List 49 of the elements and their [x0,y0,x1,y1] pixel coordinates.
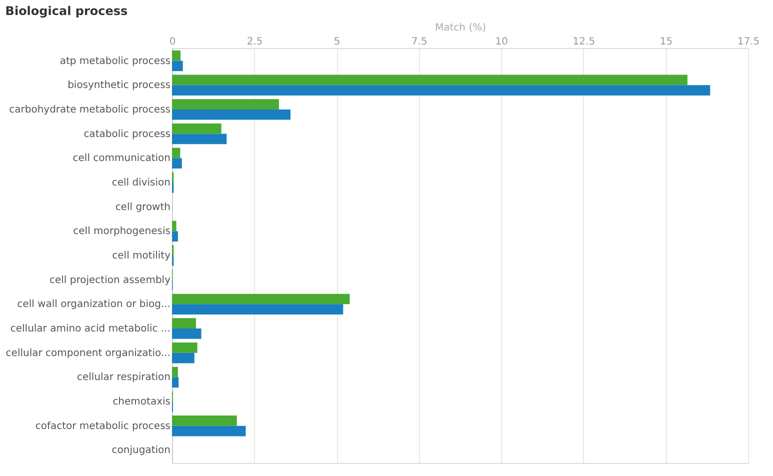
y-tick-label: cell growth [115,202,170,213]
bar [172,85,710,96]
bar [172,377,179,388]
y-tick-label: atp metabolic process [60,56,170,67]
y-tick-label: cell projection assembly [50,274,171,286]
y-tick-label: cell motility [112,250,171,262]
x-tick-label: 2.5 [246,36,263,48]
bar [172,304,344,315]
y-tick-label: cell division [112,177,170,188]
bar [172,220,176,232]
y-tick-label: cellular amino acid metabolic ... [10,324,170,335]
x-axis-title: Match (%) [435,22,486,34]
bar [172,318,196,329]
bar [172,109,290,120]
x-tick-label: 5 [334,36,340,48]
y-tick-label: cofactor metabolic process [35,420,170,432]
x-tick-label: 10 [495,36,508,48]
y-tick-label: chemotaxis [112,396,170,408]
bar [172,99,279,110]
bar [172,134,227,144]
y-tick-label: carbohydrate metabolic process [9,104,170,116]
bar [172,366,178,378]
bar [172,231,178,242]
y-tick-label: cellular component organizatio... [6,348,170,359]
bar [172,123,222,134]
bar [172,416,237,426]
bar [172,50,181,61]
x-tick-label: 15 [660,36,673,48]
y-tick-label: cell wall organization or biog... [17,299,170,310]
bar [172,74,688,86]
y-tick-label: cell morphogenesis [73,226,170,238]
y-tick-label: conjugation [112,445,170,456]
bar [172,158,182,168]
bar [172,342,198,353]
bar [172,352,194,364]
text: Biological process [5,4,128,18]
x-tick-label: 12.5 [572,36,596,48]
bar [172,60,183,72]
bar [172,328,202,339]
y-tick-label: catabolic process [84,128,170,140]
bar [172,148,180,158]
bar [172,294,350,304]
x-tick-label: 7.5 [411,36,428,48]
x-tick-label: 17.5 [737,36,760,48]
y-tick-label: biosynthetic process [68,80,170,92]
bar [172,426,246,436]
x-tick-label: 0 [169,36,176,48]
y-tick-label: cellular respiration [76,372,170,384]
y-tick-label: cell communication [72,153,170,164]
